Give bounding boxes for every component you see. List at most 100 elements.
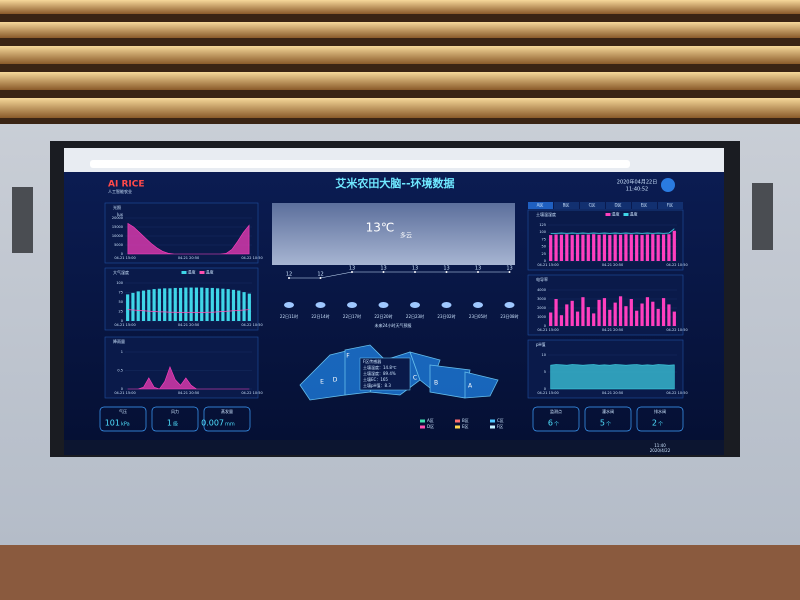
temp-line: [289, 271, 510, 279]
bar: [629, 299, 633, 326]
bar: [672, 311, 676, 326]
panel-title: 光照: [113, 204, 121, 210]
temp-label: 13: [443, 266, 449, 272]
bar: [237, 290, 241, 321]
bar: [645, 234, 650, 261]
y-tick-label: 3000: [537, 297, 546, 301]
legend-swatch: [623, 213, 629, 216]
forecast-time: 22日20时: [374, 313, 392, 319]
legend-label: 温度: [630, 211, 638, 217]
x-tick-label: 04-22 10:50: [666, 328, 687, 332]
cloud-icon: [504, 302, 515, 308]
bar: [661, 298, 666, 326]
temp-point: [288, 277, 290, 279]
temp-label: 13: [380, 266, 386, 272]
legend-label: C区: [497, 418, 504, 423]
tab[interactable]: [658, 202, 683, 209]
bar: [221, 288, 225, 321]
cloud-icon: [410, 302, 420, 308]
bar: [210, 287, 214, 321]
tab[interactable]: [606, 202, 631, 209]
x-tick-label: 04-22 10:50: [241, 391, 262, 395]
bar: [613, 234, 617, 261]
bar: [163, 288, 167, 321]
legend-swatch: [490, 425, 495, 429]
bar: [581, 297, 585, 326]
speaker: [752, 183, 773, 250]
bar: [661, 234, 666, 261]
bar: [173, 287, 177, 321]
cloud-icon: [347, 302, 357, 308]
bar: [597, 234, 601, 261]
panel-title: 降雨量: [113, 338, 125, 344]
forecast-time: 22日11时: [280, 313, 298, 319]
bar: [565, 304, 569, 326]
bar: [624, 306, 628, 326]
x-tick-label: 04-21 15:00: [537, 263, 558, 267]
y-tick-label: 20000: [112, 216, 123, 220]
bar: [645, 297, 650, 326]
stat-value: 2: [652, 419, 657, 428]
stat-unit: 个: [554, 422, 559, 428]
bar: [667, 304, 671, 326]
sky-image: [272, 203, 515, 265]
taskbar-time: 11:40: [654, 443, 666, 448]
date: 2020年04月22日: [617, 179, 657, 186]
legend-swatch: [420, 425, 425, 429]
legend-label: 湿度: [612, 211, 620, 217]
legend-label: B区: [462, 418, 469, 423]
temp-point: [319, 277, 322, 279]
tab[interactable]: [528, 202, 553, 209]
x-tick-label: 04-21 15:00: [114, 256, 135, 260]
tab[interactable]: [554, 202, 579, 209]
stat-box: [203, 406, 251, 432]
bar: [608, 309, 612, 326]
x-tick-label: 04-21 20:50: [602, 263, 623, 267]
y-tick-label: 100: [539, 230, 546, 234]
bar: [651, 234, 655, 261]
y-tick-label: 75: [119, 291, 123, 295]
y-tick-label: 1: [121, 350, 123, 354]
forecast-time: 22日23时: [406, 313, 424, 319]
stat-value: 1: [167, 419, 172, 428]
forecast-time: 23日02时: [437, 313, 455, 319]
y-tick-label: 25: [119, 310, 123, 314]
y-tick-label: 10000: [112, 234, 123, 238]
bar: [640, 303, 644, 326]
tab-label: A区: [537, 203, 544, 208]
bar: [242, 292, 246, 321]
x-tick-label: 04-22 10:50: [241, 323, 262, 327]
bar: [624, 234, 628, 261]
area: [127, 365, 250, 390]
panel-title: 电导率: [536, 276, 548, 282]
tab[interactable]: [580, 202, 605, 209]
area: [550, 364, 675, 390]
address-bar[interactable]: [90, 160, 630, 168]
bar: [136, 291, 140, 321]
bar: [613, 302, 617, 326]
temp-label: 12: [317, 272, 323, 278]
bar: [131, 292, 135, 321]
bar: [178, 287, 183, 321]
temp-label: 13: [349, 266, 355, 272]
popup-line: 土壤pH值：8.3: [363, 382, 391, 388]
temp-point: [477, 271, 479, 273]
tab-label: E区: [641, 203, 648, 208]
stat-box: [584, 406, 632, 432]
y-tick-label: 1000: [537, 315, 546, 319]
y-tick-label: 0: [544, 259, 546, 263]
y-tick-label: 125: [539, 223, 546, 227]
stat-label: 蒸发量: [221, 408, 233, 414]
tab[interactable]: [632, 202, 657, 209]
legend-swatch: [181, 271, 187, 274]
popup-line: 土壤温度：14.8℃: [363, 364, 397, 370]
popup-line: 土壤湿度：89.4%: [363, 370, 396, 376]
temp-label: 13: [506, 266, 512, 272]
speaker: [12, 187, 33, 253]
wood-slats: [0, 0, 800, 118]
forecast-time: 23日05时: [469, 313, 487, 319]
bar: [581, 234, 585, 261]
bar: [184, 287, 188, 321]
legend-swatch: [490, 419, 495, 423]
